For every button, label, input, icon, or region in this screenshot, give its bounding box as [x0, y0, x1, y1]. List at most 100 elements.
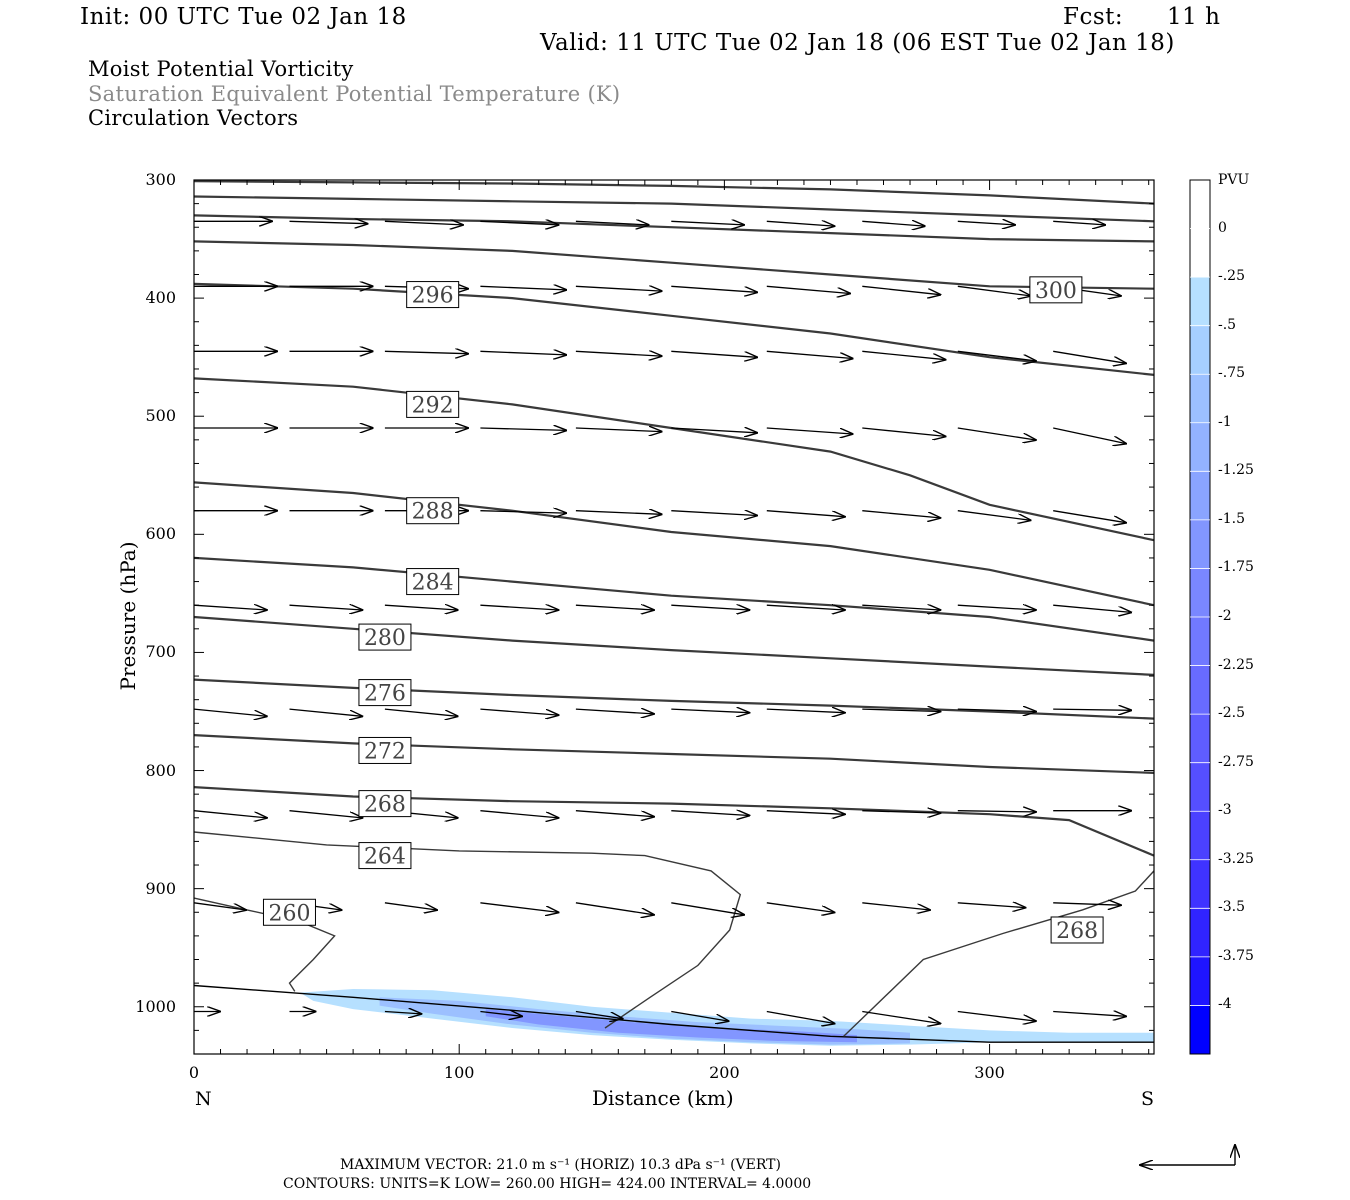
- colorbar-swatch: [1190, 568, 1210, 618]
- y-tick-label: 800: [145, 760, 176, 780]
- colorbar-label: -3.75: [1218, 947, 1254, 964]
- circulation-vector: [289, 810, 363, 818]
- circulation-vector: [480, 1012, 522, 1017]
- colorbar-swatch: [1190, 374, 1210, 424]
- circulation-vector: [766, 427, 853, 434]
- circulation-vector: [575, 605, 654, 610]
- endpoint-north: N: [195, 1088, 212, 1110]
- colorbar-label: -.5: [1218, 316, 1237, 333]
- init-time: Init: 00 UTC Tue 02 Jan 18: [80, 4, 407, 30]
- circulation-vector: [766, 902, 835, 913]
- footer-contours: CONTOURS: UNITS=K LOW= 260.00 HIGH= 424.…: [283, 1176, 812, 1192]
- circulation-vector: [671, 221, 744, 225]
- contour-label-276: 276: [358, 679, 412, 707]
- circulation-vector: [1053, 510, 1126, 523]
- circulation-vector: [289, 605, 363, 610]
- theta-e-contour-292: [193, 377, 1155, 542]
- svg-text:268: 268: [1056, 919, 1098, 944]
- colorbar-swatch: [1190, 859, 1210, 909]
- colorbar-swatch: [1190, 714, 1210, 764]
- colorbar-label: -3.25: [1218, 850, 1254, 867]
- forecast-label: Fcst:: [1063, 4, 1124, 30]
- colorbar-swatch: [1190, 908, 1210, 958]
- circulation-vector: [480, 351, 566, 355]
- colorbar-label: -4: [1218, 996, 1232, 1013]
- svg-text:268: 268: [364, 793, 406, 818]
- circulation-vector: [671, 811, 749, 816]
- svg-text:288: 288: [412, 500, 454, 525]
- contour-label-268: 268: [1050, 916, 1104, 944]
- svg-text:280: 280: [364, 626, 406, 651]
- theta-e-contour-308: [193, 195, 1155, 223]
- circulation-vector: [480, 221, 558, 225]
- y-tick-label: 700: [145, 642, 176, 662]
- svg-text:284: 284: [412, 571, 454, 596]
- colorbar-swatch: [1190, 956, 1210, 1006]
- contour-label-284: 284: [406, 568, 460, 596]
- theta-e-contour-264: [193, 831, 742, 1029]
- contour-label-292: 292: [406, 390, 460, 418]
- colorbar-label: -.75: [1218, 365, 1245, 382]
- contour-label-296: 296: [406, 281, 460, 309]
- circulation-vector: [671, 428, 757, 433]
- colorbar-swatch: [1190, 665, 1210, 715]
- circulation-vector: [862, 1010, 940, 1024]
- svg-text:260: 260: [268, 901, 310, 926]
- circulation-vector: [957, 811, 1036, 812]
- circulation-vector: [862, 285, 940, 294]
- circulation-vector: [862, 350, 945, 359]
- circulation-vector: [671, 902, 744, 915]
- contour-label-300: 300: [1029, 276, 1083, 304]
- contour-label-268: 268: [358, 790, 412, 818]
- circulation-vector: [671, 285, 757, 292]
- colorbar-swatch: [1190, 1005, 1210, 1055]
- plot-frame: [193, 179, 1155, 1055]
- circulation-vector: [384, 1012, 421, 1014]
- circulation-vector: [480, 511, 566, 513]
- svg-text:292: 292: [412, 393, 454, 418]
- reference-vector: [1140, 1145, 1235, 1165]
- colorbar-label: -3: [1218, 802, 1232, 819]
- y-tick-label: 1000: [135, 996, 176, 1016]
- circulation-vector: [671, 1010, 728, 1022]
- circulation-vector: [862, 605, 940, 610]
- theta-e-contour-288: [193, 481, 1155, 607]
- colorbar-swatch: [1190, 422, 1210, 472]
- circulation-vector: [384, 902, 437, 910]
- y-tick-label: 600: [145, 524, 176, 544]
- y-tick-label: 300: [145, 170, 176, 189]
- contour-label-280: 280: [358, 623, 412, 651]
- circulation-vector: [480, 286, 566, 290]
- surface-line: [193, 984, 1154, 1043]
- circulation-vector: [671, 350, 757, 357]
- circulation-vector: [1053, 709, 1131, 710]
- circulation-vector: [957, 1010, 1036, 1022]
- title-mpv: Moist Potential Vorticity: [88, 57, 354, 81]
- circulation-vector: [384, 708, 458, 716]
- circulation-vector: [957, 427, 1036, 440]
- footer-max-vector: MAXIMUM VECTOR: 21.0 m s⁻¹ (HORIZ) 10.3 …: [340, 1157, 781, 1173]
- colorbar-title: PVU: [1218, 172, 1250, 188]
- circulation-vector: [1053, 427, 1126, 444]
- circulation-vector: [193, 605, 267, 610]
- circulation-vector: [480, 605, 558, 610]
- circulation-vector: [957, 221, 1015, 225]
- x-tick-label: 0: [188, 1063, 200, 1082]
- theta-e-contour-272: [193, 734, 1155, 774]
- circulation-vector: [480, 428, 566, 430]
- circulation-vector: [575, 709, 654, 714]
- colorbar-label: -3.5: [1218, 899, 1245, 916]
- theta-e-contour-284: [193, 556, 1155, 642]
- circulation-vector: [480, 902, 558, 913]
- colorbar-label: -2: [1218, 608, 1232, 624]
- circulation-vector: [766, 709, 845, 713]
- colorbar-label: -2.25: [1218, 656, 1254, 673]
- circulation-vector: [862, 811, 940, 813]
- circulation-vector: [766, 510, 845, 517]
- circulation-vector: [862, 221, 924, 226]
- circulation-vector: [193, 810, 267, 818]
- circulation-vector: [671, 709, 749, 713]
- y-tick-label: 400: [145, 288, 176, 308]
- circulation-vector: [384, 221, 463, 225]
